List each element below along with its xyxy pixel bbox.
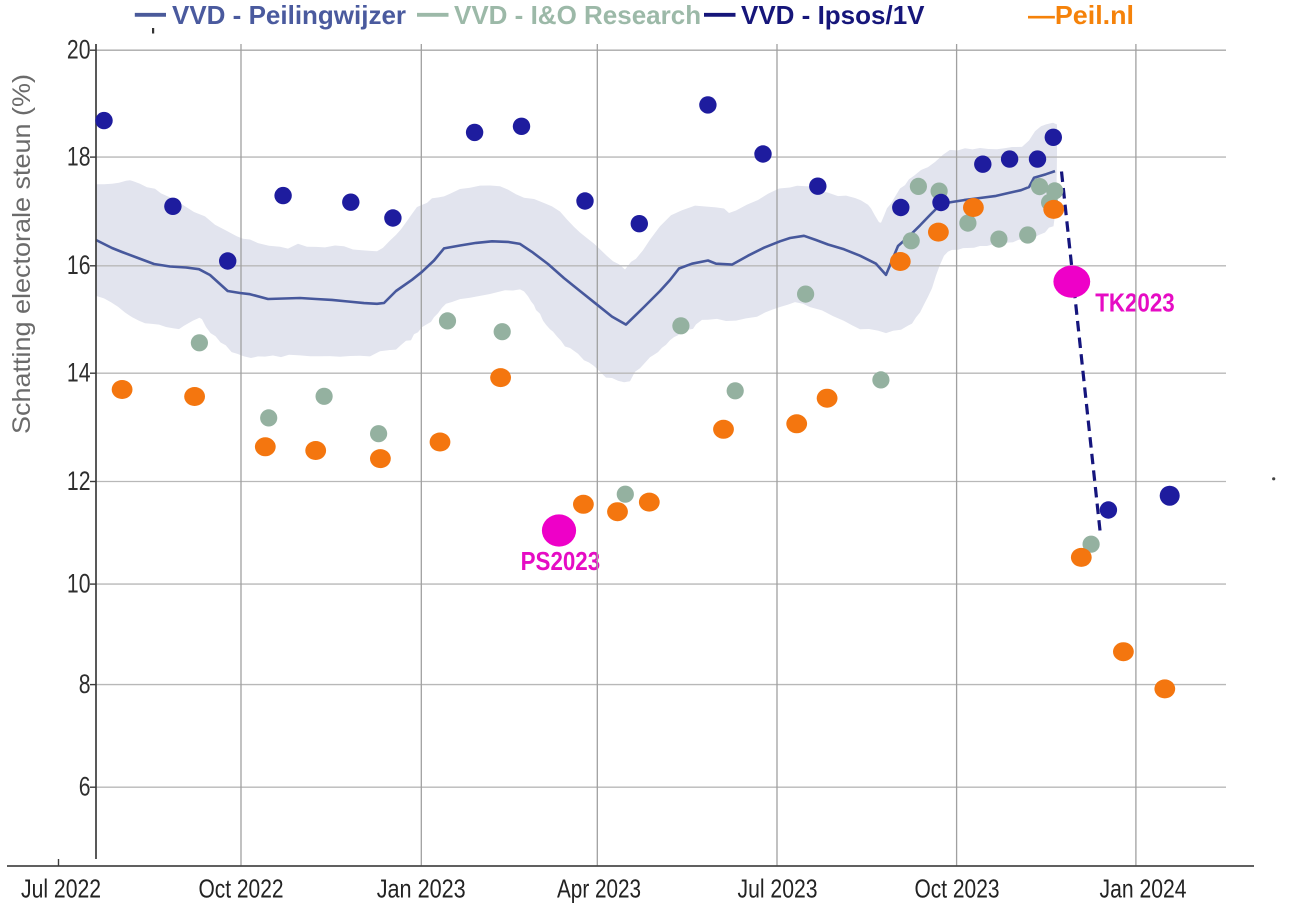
svg-text:Jan 2023: Jan 2023	[377, 874, 466, 904]
svg-text:16: 16	[67, 251, 91, 281]
svg-text:14: 14	[67, 358, 91, 388]
svg-text:VVD - Ipsos/1V: VVD - Ipsos/1V	[741, 0, 925, 30]
svg-text:12: 12	[67, 467, 91, 497]
svg-text:10: 10	[67, 569, 91, 599]
svg-text:PS2023: PS2023	[521, 547, 601, 576]
svg-text:18: 18	[67, 142, 91, 172]
svg-text:20: 20	[67, 35, 91, 65]
svg-text:Oct 2022: Oct 2022	[199, 874, 284, 904]
svg-text:—Peil.nl: —Peil.nl	[1028, 0, 1134, 30]
svg-text:TK2023: TK2023	[1095, 289, 1175, 318]
svg-text:Jan 2024: Jan 2024	[1100, 874, 1187, 904]
svg-text:Jul 2022: Jul 2022	[21, 874, 101, 904]
svg-text:Oct 2023: Oct 2023	[915, 874, 1000, 904]
svg-text:8: 8	[79, 670, 91, 700]
svg-text:Schatting electorale steun (%): Schatting electorale steun (%)	[8, 74, 36, 434]
svg-text:VVD - I&O Research: VVD - I&O Research	[454, 0, 701, 30]
svg-text:VVD - Peilingwijzer: VVD - Peilingwijzer	[172, 0, 406, 30]
svg-text:Jul 2023: Jul 2023	[738, 874, 818, 904]
svg-text:Apr 2023: Apr 2023	[557, 874, 641, 904]
svg-text:6: 6	[79, 772, 91, 802]
